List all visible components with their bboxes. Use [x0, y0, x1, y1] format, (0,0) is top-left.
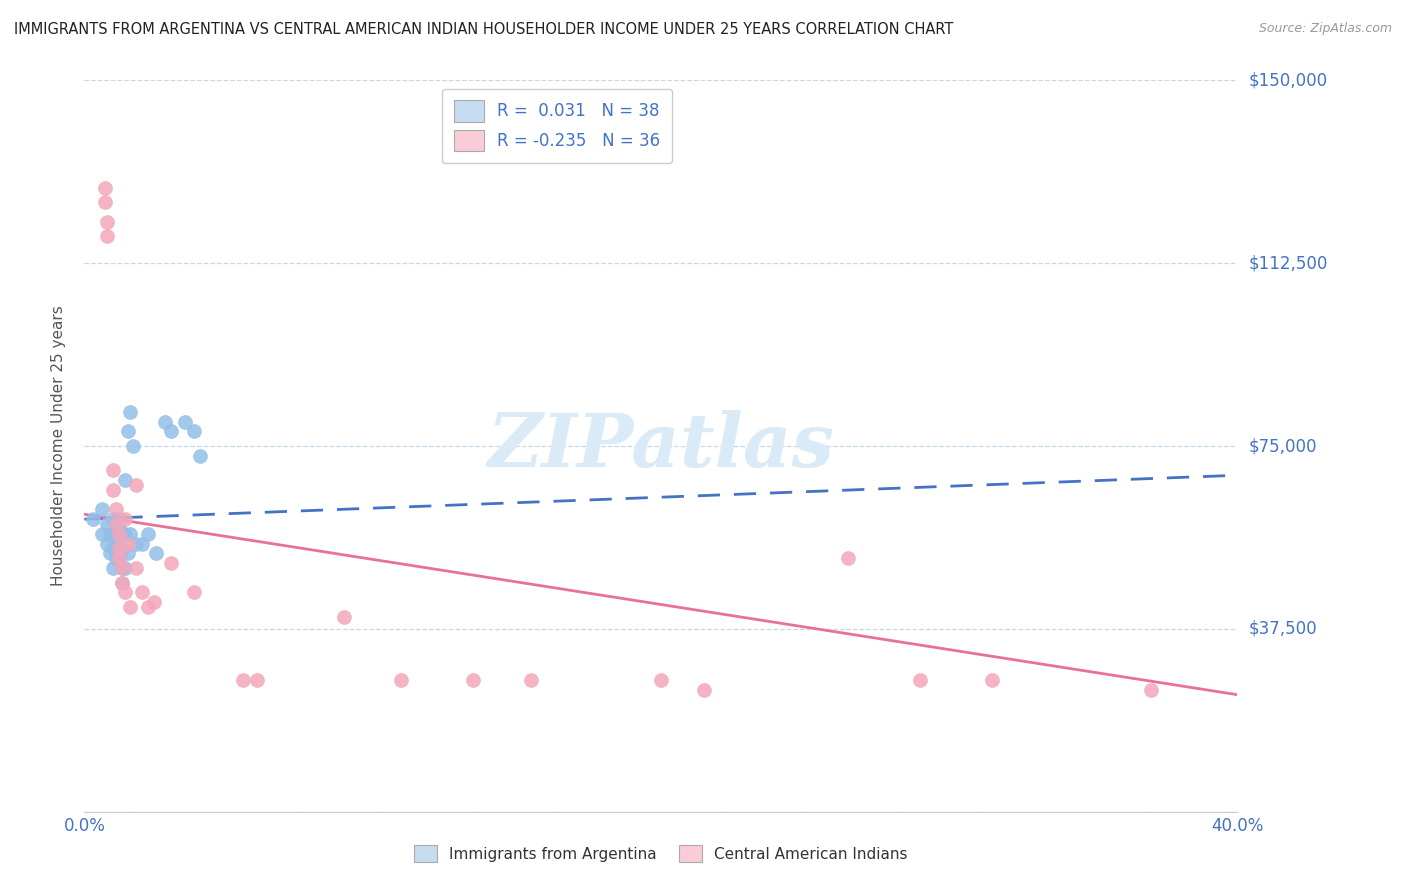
Point	[693, 682, 716, 697]
Point	[136, 599, 159, 614]
Point	[391, 673, 413, 687]
Point	[98, 546, 121, 560]
Point	[117, 546, 139, 560]
Point	[114, 512, 136, 526]
Point	[114, 473, 136, 487]
Legend: Immigrants from Argentina, Central American Indians: Immigrants from Argentina, Central Ameri…	[406, 837, 915, 870]
Point	[125, 561, 148, 575]
Point	[131, 585, 153, 599]
Point	[910, 673, 932, 687]
Point	[114, 561, 136, 575]
Point	[183, 425, 205, 439]
Point	[108, 541, 131, 556]
Text: $37,500: $37,500	[1249, 620, 1317, 638]
Point	[981, 673, 1004, 687]
Point	[93, 195, 115, 210]
Point	[103, 483, 124, 497]
Point	[105, 551, 128, 566]
Point	[114, 526, 136, 541]
Point	[145, 546, 167, 560]
Point	[174, 415, 197, 429]
Text: IMMIGRANTS FROM ARGENTINA VS CENTRAL AMERICAN INDIAN HOUSEHOLDER INCOME UNDER 25: IMMIGRANTS FROM ARGENTINA VS CENTRAL AME…	[14, 22, 953, 37]
Point	[103, 541, 124, 556]
Point	[131, 536, 153, 550]
Point	[111, 561, 134, 575]
Point	[183, 585, 205, 599]
Point	[105, 502, 128, 516]
Point	[96, 215, 118, 229]
Point	[96, 229, 118, 244]
Text: $75,000: $75,000	[1249, 437, 1317, 455]
Point	[125, 536, 148, 550]
Point	[105, 536, 128, 550]
Point	[108, 526, 131, 541]
Point	[136, 526, 159, 541]
Point	[111, 541, 134, 556]
Point	[111, 526, 134, 541]
Point	[117, 536, 139, 550]
Point	[96, 536, 118, 550]
Point	[105, 516, 128, 531]
Point	[232, 673, 254, 687]
Point	[108, 536, 131, 550]
Point	[188, 449, 211, 463]
Point	[96, 516, 118, 531]
Text: ZIPatlas: ZIPatlas	[488, 409, 834, 483]
Point	[103, 463, 124, 477]
Point	[142, 595, 165, 609]
Point	[117, 425, 139, 439]
Point	[108, 551, 131, 566]
Point	[93, 180, 115, 194]
Text: $150,000: $150,000	[1249, 71, 1327, 89]
Point	[108, 551, 131, 566]
Y-axis label: Householder Income Under 25 years: Householder Income Under 25 years	[51, 306, 66, 586]
Point	[108, 522, 131, 536]
Point	[520, 673, 543, 687]
Point	[463, 673, 485, 687]
Point	[108, 512, 131, 526]
Point	[114, 585, 136, 599]
Point	[105, 526, 128, 541]
Point	[90, 526, 112, 541]
Point	[120, 599, 142, 614]
Point	[125, 478, 148, 492]
Point	[111, 575, 134, 590]
Point	[333, 609, 356, 624]
Point	[160, 556, 183, 570]
Point	[120, 405, 142, 419]
Point	[122, 439, 145, 453]
Point	[246, 673, 269, 687]
Point	[90, 502, 112, 516]
Text: $112,500: $112,500	[1249, 254, 1327, 272]
Point	[153, 415, 176, 429]
Text: Source: ZipAtlas.com: Source: ZipAtlas.com	[1258, 22, 1392, 36]
Point	[103, 561, 124, 575]
Point	[98, 526, 121, 541]
Point	[837, 551, 859, 566]
Point	[82, 512, 104, 526]
Point	[650, 673, 672, 687]
Point	[1140, 682, 1163, 697]
Point	[111, 575, 134, 590]
Point	[160, 425, 183, 439]
Point	[111, 561, 134, 575]
Point	[103, 512, 124, 526]
Point	[120, 526, 142, 541]
